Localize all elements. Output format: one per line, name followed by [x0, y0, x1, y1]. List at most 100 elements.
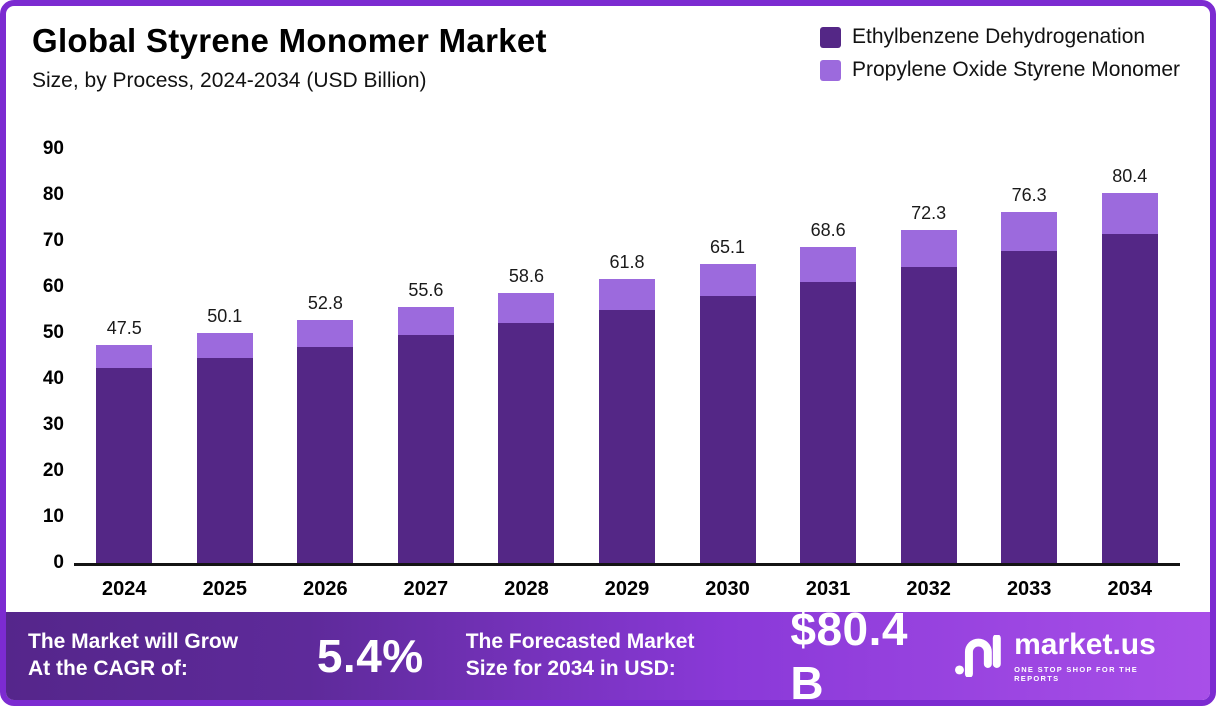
segment-propylene-oxide — [599, 278, 655, 310]
legend-swatch-propylene-icon — [820, 59, 841, 81]
y-axis-tick-label: 40 — [42, 368, 64, 389]
bar-total-label: 80.4 — [1112, 166, 1148, 187]
bar-total-label: 68.6 — [810, 220, 846, 241]
footer-banner: The Market will Grow At the CAGR of: 5.4… — [6, 603, 1210, 700]
cagr-value: 5.4% — [316, 630, 424, 682]
bar-total-label: 52.8 — [307, 293, 343, 314]
cagr-label: The Market will Grow At the CAGR of: — [28, 630, 239, 680]
y-axis-tick-label: 20 — [42, 460, 64, 481]
segment-ethylbenzene — [1001, 250, 1058, 563]
stacked-bar — [196, 332, 253, 563]
chart: 0 10 20 30 40 50 60 70 80 90 47.5 50.1 52.8 55.6 58.6… — [6, 106, 1210, 573]
bar-slot: 58.6 — [476, 266, 577, 563]
segment-propylene-oxide — [397, 307, 454, 336]
stacked-bar — [699, 263, 756, 563]
x-axis: 2024 2025 2026 2027 2028 2029 2030 2031 2032 2033… — [6, 566, 1210, 612]
y-axis-tick-label: 10 — [42, 506, 64, 527]
segment-propylene-oxide — [297, 320, 354, 347]
bar-total-label: 55.6 — [408, 280, 444, 301]
segment-propylene-oxide — [1001, 212, 1058, 251]
bar-total-label: 72.3 — [911, 203, 947, 224]
bar-total-label: 50.1 — [207, 305, 243, 326]
stacked-bar — [498, 293, 555, 563]
bar-slot: 76.3 — [979, 185, 1080, 563]
stacked-bar — [96, 344, 153, 563]
y-axis-tick-label: 60 — [42, 276, 64, 297]
bar-slot: 47.5 — [74, 318, 175, 563]
segment-ethylbenzene — [96, 368, 153, 563]
bar-total-label: 65.1 — [710, 236, 746, 257]
y-axis-tick-label: 0 — [53, 552, 64, 573]
segment-propylene-oxide — [800, 247, 857, 282]
bar-slot: 50.1 — [175, 306, 276, 563]
segment-propylene-oxide — [900, 230, 957, 267]
y-axis-tick-label: 30 — [42, 414, 64, 435]
x-axis-label: 2032 — [906, 577, 951, 600]
stacked-bar — [599, 278, 655, 563]
y-axis-tick-label: 90 — [42, 138, 64, 159]
stacked-bar — [1001, 212, 1058, 563]
segment-ethylbenzene — [397, 335, 454, 563]
plot-area: 47.5 50.1 52.8 55.6 58.6 61.8 65.1 68.6 72.3 76.3… — [74, 120, 1180, 566]
forecast-value: $80.4 B — [790, 603, 909, 706]
y-axis: 0 10 20 30 40 50 60 70 80 90 — [28, 120, 74, 573]
legend-label: Propylene Oxide Styrene Monomer — [852, 58, 1180, 81]
x-axis-label: 2033 — [1006, 577, 1052, 600]
segment-ethylbenzene — [498, 322, 555, 563]
stacked-bar — [297, 320, 354, 563]
legend-label: Ethylbenzene Dehydrogenation — [852, 25, 1146, 48]
bar-slot: 55.6 — [376, 280, 477, 563]
forecast-label: The Forecasted Market Size for 2034 in U… — [465, 630, 695, 680]
segment-ethylbenzene — [196, 357, 253, 563]
segment-propylene-oxide — [196, 332, 253, 358]
y-axis-tick-label: 70 — [42, 230, 64, 251]
bar-slot: 65.1 — [677, 237, 778, 563]
y-axis-tick-label: 80 — [42, 184, 64, 205]
segment-ethylbenzene — [800, 281, 857, 563]
bar-total-label: 61.8 — [609, 251, 645, 272]
x-axis-label: 2031 — [805, 577, 851, 600]
stacked-bar — [800, 247, 857, 563]
x-axis-label: 2034 — [1107, 577, 1152, 600]
x-axis-label: 2030 — [705, 577, 750, 600]
brand-text: market.us ONE STOP SHOP FOR THE REPORTS — [1014, 627, 1186, 683]
bar-slot: 72.3 — [878, 203, 979, 563]
bar-slot: 80.4 — [1079, 166, 1180, 563]
segment-propylene-oxide — [699, 263, 756, 297]
bar-total-label: 58.6 — [508, 266, 544, 287]
page-subtitle: Size, by Process, 2024-2034 (USD Billion… — [32, 69, 427, 92]
bar-slot: 68.6 — [778, 220, 879, 563]
brand-name: market.us — [1014, 627, 1156, 661]
x-axis-label: 2027 — [403, 577, 449, 600]
legend-item-propylene: Propylene Oxide Styrene Monomer — [820, 58, 1180, 82]
stacked-bar — [397, 307, 454, 563]
segment-propylene-oxide — [96, 344, 153, 369]
bar-slot: 52.8 — [275, 293, 376, 563]
stacked-bar — [1101, 193, 1158, 563]
bar-total-label: 47.5 — [106, 317, 142, 338]
title-block: Global Styrene Monomer Market Size, by P… — [32, 22, 547, 106]
x-axis-label: 2026 — [303, 577, 348, 600]
segment-propylene-oxide — [498, 293, 555, 323]
bar-total-label: 76.3 — [1011, 185, 1047, 206]
bar-slot: 61.8 — [577, 252, 678, 563]
market-us-logo-icon — [955, 635, 1002, 677]
legend-item-ethylbenzene: Ethylbenzene Dehydrogenation — [820, 25, 1180, 49]
x-axis-label: 2028 — [504, 577, 549, 600]
segment-ethylbenzene — [699, 296, 756, 563]
segment-ethylbenzene — [900, 266, 957, 563]
header: Global Styrene Monomer Market Size, by P… — [6, 6, 1210, 106]
chart-legend: Ethylbenzene Dehydrogenation Propylene O… — [820, 22, 1180, 106]
x-axis-label: 2025 — [202, 577, 248, 600]
segment-ethylbenzene — [297, 346, 354, 563]
segment-ethylbenzene — [599, 310, 655, 563]
stacked-bar — [900, 230, 957, 563]
segment-propylene-oxide — [1101, 193, 1158, 234]
y-axis-tick-label: 50 — [42, 322, 64, 343]
x-axis-label: 2029 — [604, 577, 650, 600]
segment-ethylbenzene — [1101, 233, 1158, 563]
x-axis-label: 2024 — [102, 577, 147, 600]
brand-tagline: ONE STOP SHOP FOR THE REPORTS — [1014, 664, 1139, 683]
legend-swatch-ethylbenzene-icon — [820, 26, 841, 48]
